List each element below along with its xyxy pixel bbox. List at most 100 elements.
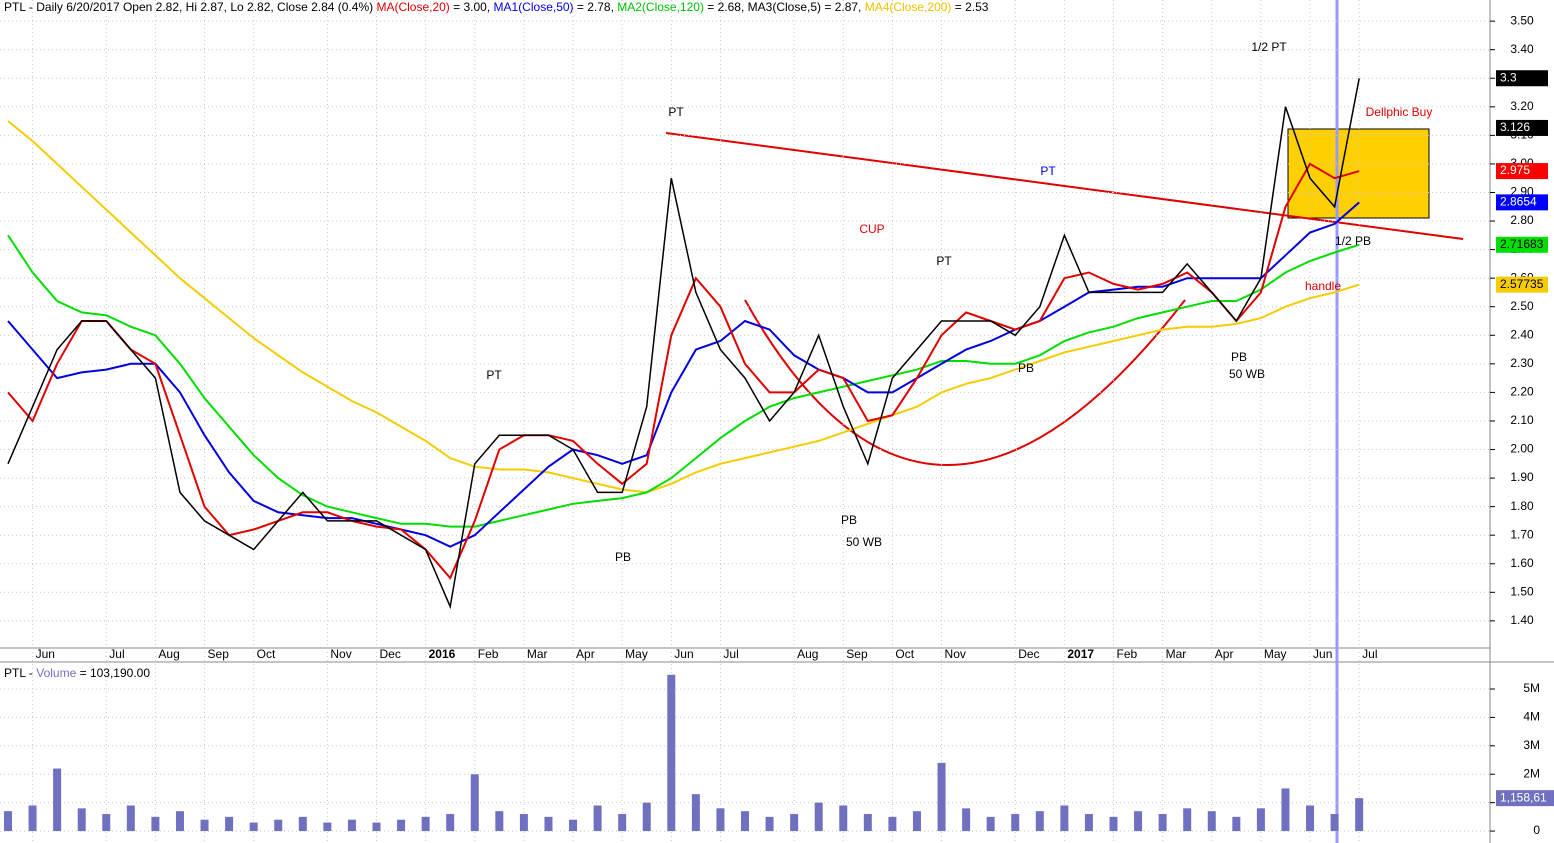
volume-bar — [151, 816, 160, 832]
series-line — [7, 120, 1360, 494]
x-tick-label: Feb — [478, 647, 499, 661]
volume-bar — [102, 814, 111, 832]
volume-bar — [4, 811, 12, 832]
badge-label: 2.71683 — [1500, 237, 1544, 251]
badge-label: 2.8654 — [1500, 195, 1537, 209]
volume-bar — [1011, 814, 1020, 832]
y-tick-label: 1.70 — [1510, 527, 1534, 541]
x-tick-label: Dec — [1018, 647, 1039, 661]
header-part: = 2.53 — [951, 0, 988, 14]
volume-bar — [1109, 816, 1118, 832]
x-tick-label: Nov — [330, 647, 351, 661]
y-tick-label: 2.50 — [1510, 299, 1534, 313]
annotation: PT — [936, 254, 952, 268]
volume-bar — [1207, 811, 1216, 832]
badge-label: 3.126 — [1500, 120, 1530, 134]
volume-bar — [470, 774, 479, 832]
volume-bar — [765, 816, 774, 832]
y-tick-label: 2.20 — [1510, 385, 1534, 399]
volume-bar — [863, 814, 872, 832]
annotation: PB — [615, 550, 631, 564]
volume-bar — [495, 811, 504, 832]
volume-bar — [298, 816, 307, 832]
x-tick-label: Jul — [109, 647, 124, 661]
x-tick-label: Jun — [36, 647, 55, 661]
annotation: PT — [486, 368, 502, 382]
y-tick-label: 2.40 — [1510, 327, 1534, 341]
volume-bar — [347, 819, 356, 832]
volume-bar — [618, 814, 627, 832]
x-tick-label: Jun — [674, 647, 693, 661]
y-tick-label: 2.30 — [1510, 356, 1534, 370]
x-tick-label: Oct — [257, 647, 276, 661]
value-badge — [1496, 163, 1548, 180]
volume-bar — [888, 816, 897, 832]
x-tick-label: Mar — [1166, 647, 1187, 661]
annotation: 50 WB — [846, 535, 882, 549]
x-tick-label: Feb — [1117, 647, 1138, 661]
volume-bar — [397, 819, 406, 832]
volume-bar — [667, 674, 676, 832]
volume-bar — [519, 814, 528, 832]
trend-line — [665, 132, 1464, 240]
series-line — [7, 162, 1360, 580]
volume-bar — [1306, 805, 1315, 832]
volume-bar — [126, 805, 135, 832]
x-tick-label: May — [625, 647, 648, 661]
header-part: MA4(Close,200) — [865, 0, 952, 14]
y-tick-label: 3.40 — [1510, 42, 1534, 56]
header-part: MA(Close,20) — [376, 0, 449, 14]
y-tick-label: 2.10 — [1510, 413, 1534, 427]
value-badge — [1496, 790, 1554, 807]
x-tick-label: Jul — [723, 647, 738, 661]
volume-bar — [741, 811, 749, 832]
volume-bar — [1158, 814, 1167, 832]
volume-bar — [28, 805, 37, 832]
volume-bar — [593, 805, 602, 832]
volume-bar — [1035, 811, 1044, 832]
x-tick-label: Jul — [1362, 647, 1377, 661]
series-line — [7, 234, 1360, 528]
badge-label: 1,158,61 — [1500, 790, 1547, 804]
volume-bar — [323, 822, 332, 832]
volume-bar — [544, 816, 553, 832]
value-badge — [1496, 119, 1548, 136]
header-part: MA1(Close,50) — [494, 0, 574, 14]
y-tick-label: 2.00 — [1510, 442, 1534, 456]
y-tick-label: 2M — [1523, 766, 1540, 780]
value-badge — [1496, 194, 1548, 211]
y-tick-label: 1.50 — [1510, 584, 1534, 598]
volume-bar — [1183, 808, 1192, 832]
header-part: PTL - Daily 6/20/2017 Open 2.82, Hi 2.87… — [4, 0, 376, 14]
x-tick-label: Apr — [1215, 647, 1234, 661]
x-tick-label: Aug — [797, 647, 818, 661]
annotation: CUP — [859, 222, 884, 236]
volume-bar — [53, 768, 62, 832]
y-tick-label: 1.90 — [1510, 470, 1534, 484]
annotation: PT — [668, 105, 684, 119]
y-tick-label: 1.40 — [1510, 613, 1534, 627]
volume-bar — [1281, 788, 1290, 832]
y-tick-label: 4M — [1523, 710, 1540, 724]
annotation: Dellphic Buy — [1366, 105, 1433, 119]
header-part: Volume — [36, 666, 76, 680]
volume-bar — [372, 822, 381, 832]
header-part: = 3.00, — [450, 0, 494, 14]
volume-bar — [642, 802, 651, 832]
x-tick-label: Aug — [158, 647, 179, 661]
value-badge — [1496, 276, 1548, 293]
x-tick-label: Apr — [576, 647, 595, 661]
x-tick-label: Oct — [895, 647, 914, 661]
volume-bar — [839, 805, 848, 832]
volume-bar — [691, 794, 700, 832]
badge-label: 2.975 — [1500, 163, 1530, 177]
x-tick-label: Sep — [208, 647, 230, 661]
volume-bar — [446, 814, 455, 832]
x-tick-label: Jun — [1313, 647, 1332, 661]
volume-bar — [200, 819, 209, 832]
badge-label: 3.3 — [1500, 70, 1517, 84]
x-tick-label: Nov — [945, 647, 966, 661]
y-tick-label: 0 — [1533, 823, 1540, 837]
annotation: PB — [1018, 361, 1034, 375]
